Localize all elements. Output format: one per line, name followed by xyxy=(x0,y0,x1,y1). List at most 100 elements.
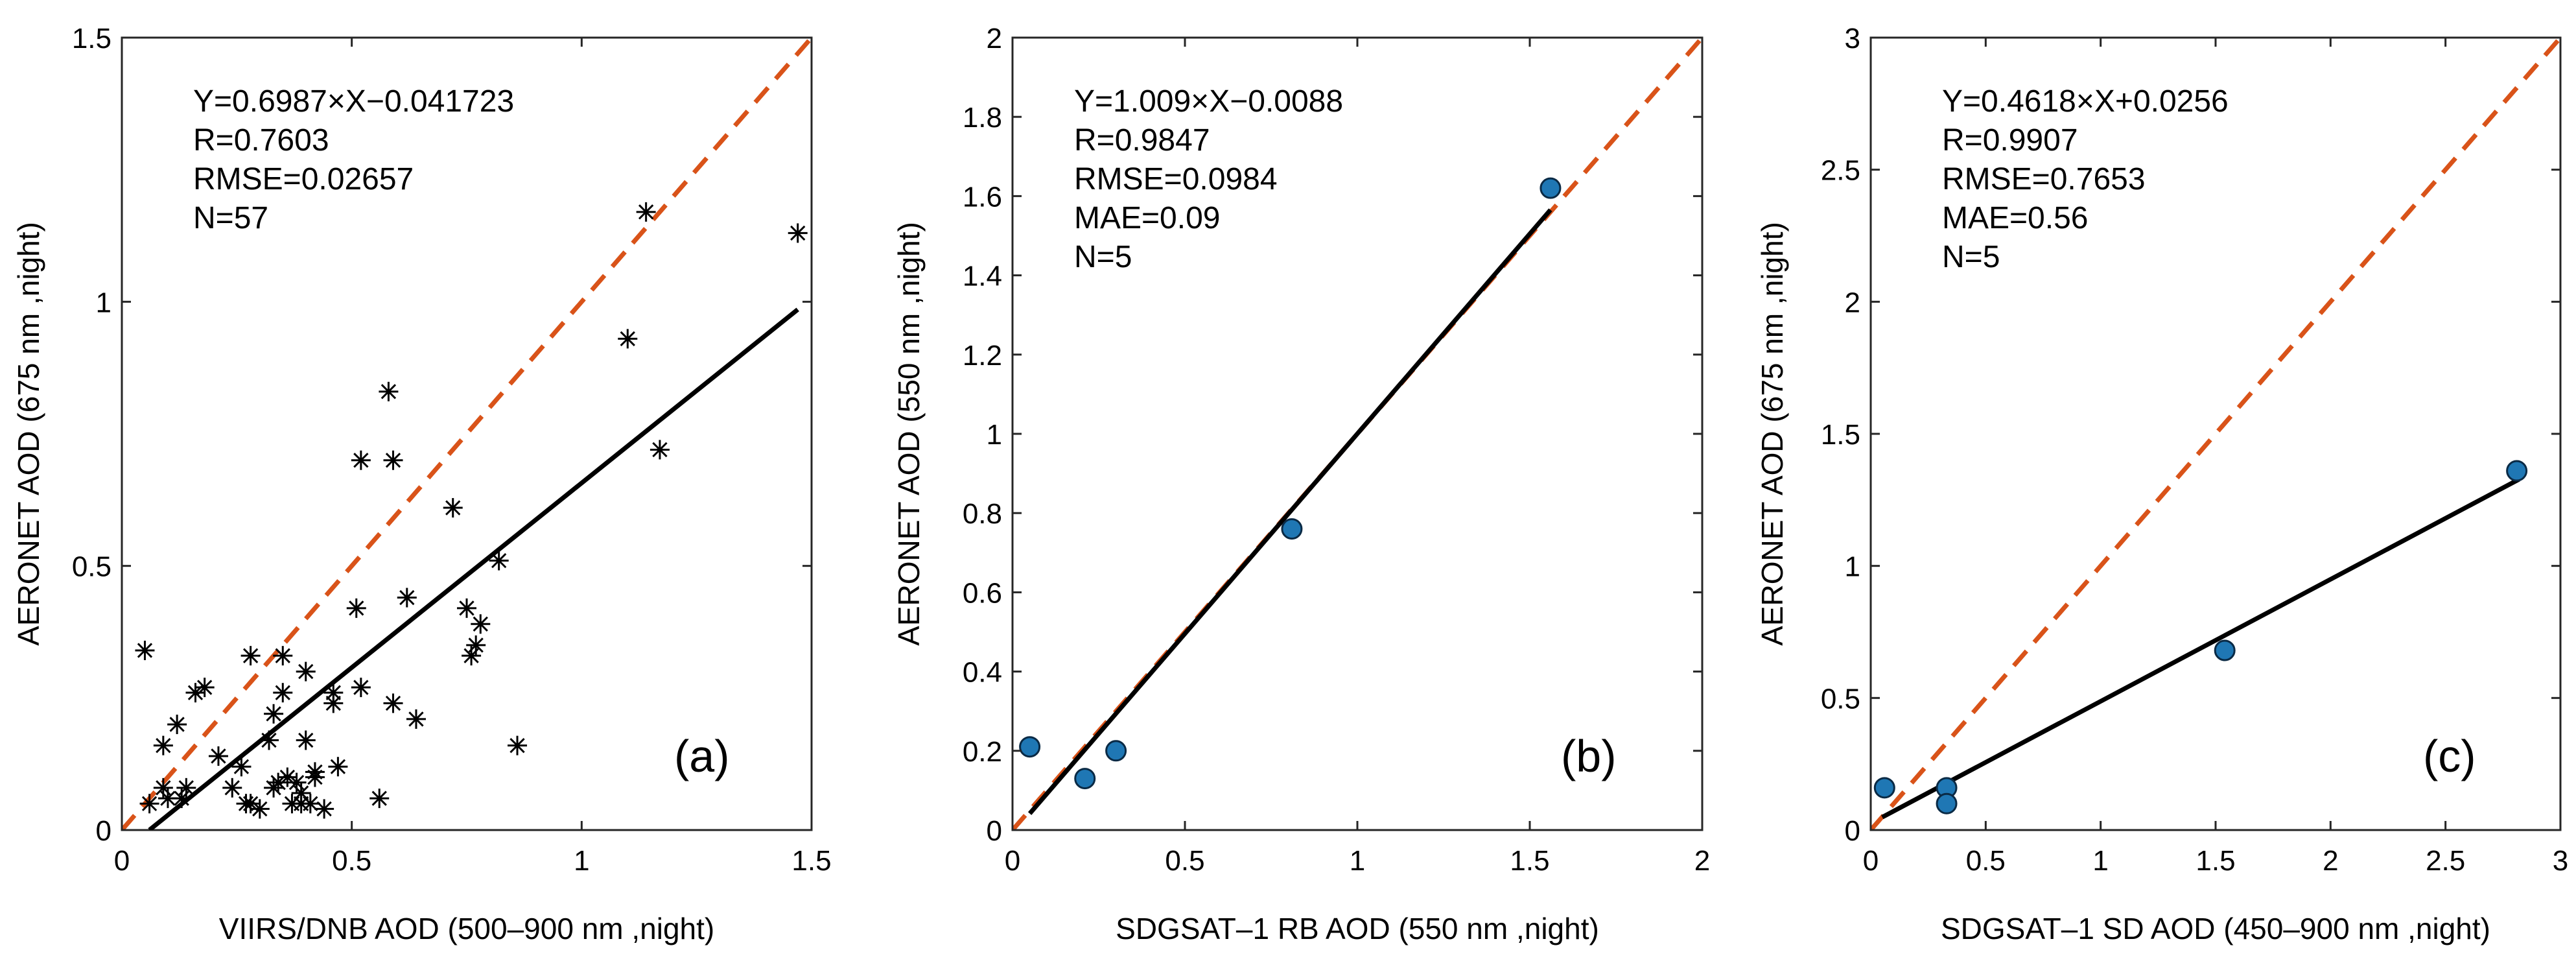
data-point xyxy=(231,757,252,777)
stat-line: N=57 xyxy=(193,201,268,235)
y-tick-label: 2.5 xyxy=(1821,155,1860,187)
panel-label: (a) xyxy=(674,731,730,781)
y-tick-label: 2 xyxy=(1845,287,1860,318)
data-point xyxy=(135,641,155,661)
x-tick-label: 0 xyxy=(114,845,130,877)
y-tick-label: 0.5 xyxy=(1821,683,1860,715)
data-point xyxy=(351,450,371,470)
y-tick-label: 1.8 xyxy=(963,102,1002,134)
data-point xyxy=(167,715,187,735)
regression-line xyxy=(148,307,799,830)
stat-line: Y=1.009×X−0.0088 xyxy=(1074,84,1343,119)
stat-line: RMSE=0.02657 xyxy=(193,162,414,196)
panel-label: (b) xyxy=(1561,731,1617,781)
x-tick-label: 0.5 xyxy=(332,845,371,877)
data-point xyxy=(1105,740,1127,762)
data-point xyxy=(208,746,228,766)
data-point xyxy=(259,730,279,750)
y-tick-label: 3 xyxy=(1845,23,1860,54)
y-tick-label: 1 xyxy=(96,287,111,318)
y-tick-label: 1 xyxy=(1845,551,1860,583)
x-tick-label: 1.5 xyxy=(791,845,831,877)
data-point xyxy=(2506,460,2528,482)
stat-line: R=0.9847 xyxy=(1074,123,1210,158)
x-tick-label: 1 xyxy=(574,845,589,877)
y-tick-label: 1.5 xyxy=(1821,419,1860,451)
data-point xyxy=(2214,639,2236,661)
x-tick-label: 3 xyxy=(2553,845,2568,877)
data-point xyxy=(788,223,808,243)
panel-label: (c) xyxy=(2423,731,2476,781)
stat-line: Y=0.4618×X+0.0256 xyxy=(1942,84,2229,119)
x-tick-label: 2 xyxy=(2323,845,2338,877)
panel-a: 0 0.5 1 1.5 0 0.5 1 1.5 Y=0.6987×X−0.041723 R=0… xyxy=(12,23,832,945)
data-point xyxy=(250,799,270,819)
data-point xyxy=(268,772,288,792)
panel-b: 0 0.5 1 1.5 2 0 0.2 0.4 0.6 0.8 1 1.2 1.4 1.6 1.8 2 Y=1… xyxy=(892,23,1710,945)
data-point xyxy=(383,450,403,470)
one-to-one-line xyxy=(1871,38,2560,830)
x-tick-label: 0.5 xyxy=(1165,845,1204,877)
data-point xyxy=(650,440,670,460)
data-point xyxy=(273,646,293,666)
one-to-one-line xyxy=(1013,38,1702,830)
data-point xyxy=(508,735,528,755)
y-tick-label: 0.8 xyxy=(963,498,1002,530)
data-point xyxy=(314,799,334,819)
data-point xyxy=(1074,768,1096,790)
stat-line: MAE=0.09 xyxy=(1074,201,1220,235)
data-point xyxy=(273,683,293,703)
data-point xyxy=(443,498,463,518)
x-tick-label: 2 xyxy=(1694,845,1710,877)
data-point xyxy=(240,646,261,666)
data-point xyxy=(158,789,178,809)
data-point xyxy=(1936,792,1958,814)
one-to-one-line xyxy=(122,38,812,830)
data-point xyxy=(457,598,476,618)
data-point xyxy=(1281,518,1303,540)
data-point xyxy=(185,683,205,703)
data-point xyxy=(139,794,159,814)
x-tick-label: 1.5 xyxy=(2195,845,2235,877)
x-axis-label: SDGSAT–1 RB AOD (550 nm ,night) xyxy=(1116,912,1599,945)
x-tick-label: 1.5 xyxy=(1510,845,1549,877)
data-point xyxy=(369,789,390,809)
data-point xyxy=(296,661,316,682)
data-point xyxy=(489,551,509,571)
data-point xyxy=(406,709,426,729)
data-point xyxy=(264,704,284,724)
data-point xyxy=(1019,736,1041,758)
y-tick-label: 0.4 xyxy=(963,657,1002,689)
regression-line xyxy=(1027,208,1552,815)
x-tick-label: 1 xyxy=(2092,845,2108,877)
y-tick-label: 1.2 xyxy=(963,340,1002,372)
data-point xyxy=(1540,177,1562,199)
stat-line: RMSE=0.7653 xyxy=(1942,162,2146,196)
x-tick-label: 1 xyxy=(1350,845,1365,877)
y-tick-label: 0 xyxy=(96,815,111,847)
y-tick-label: 1.5 xyxy=(72,23,111,54)
data-point xyxy=(1873,777,1895,799)
y-axis-label: AERONET AOD (550 nm ,night) xyxy=(892,222,926,646)
data-point xyxy=(328,757,348,777)
data-point xyxy=(346,598,366,618)
data-point xyxy=(222,778,242,798)
y-tick-label: 1.4 xyxy=(963,261,1002,292)
y-tick-label: 1 xyxy=(987,419,1002,451)
data-point xyxy=(471,614,491,634)
x-tick-label: 0.5 xyxy=(1966,845,2006,877)
stat-line: N=5 xyxy=(1074,240,1132,274)
stat-line: MAE=0.56 xyxy=(1942,201,2088,235)
panel-c: 0 0.5 1 1.5 2 2.5 3 0 0.5 1 1.5 2 2.5 3 Y=0.4618×X+0.… xyxy=(1755,23,2568,945)
y-axis-label: AERONET AOD (675 nm ,night) xyxy=(1755,222,1789,646)
data-point xyxy=(618,329,638,349)
data-point xyxy=(397,588,417,608)
x-tick-label: 0 xyxy=(1005,845,1020,877)
data-point xyxy=(379,381,399,401)
y-tick-label: 0.6 xyxy=(963,577,1002,609)
x-tick-label: 2.5 xyxy=(2426,845,2465,877)
y-axis-label: AERONET AOD (675 nm ,night) xyxy=(12,222,45,646)
y-tick-label: 0.5 xyxy=(72,551,111,583)
y-tick-label: 0 xyxy=(987,815,1002,847)
data-point xyxy=(305,762,325,782)
